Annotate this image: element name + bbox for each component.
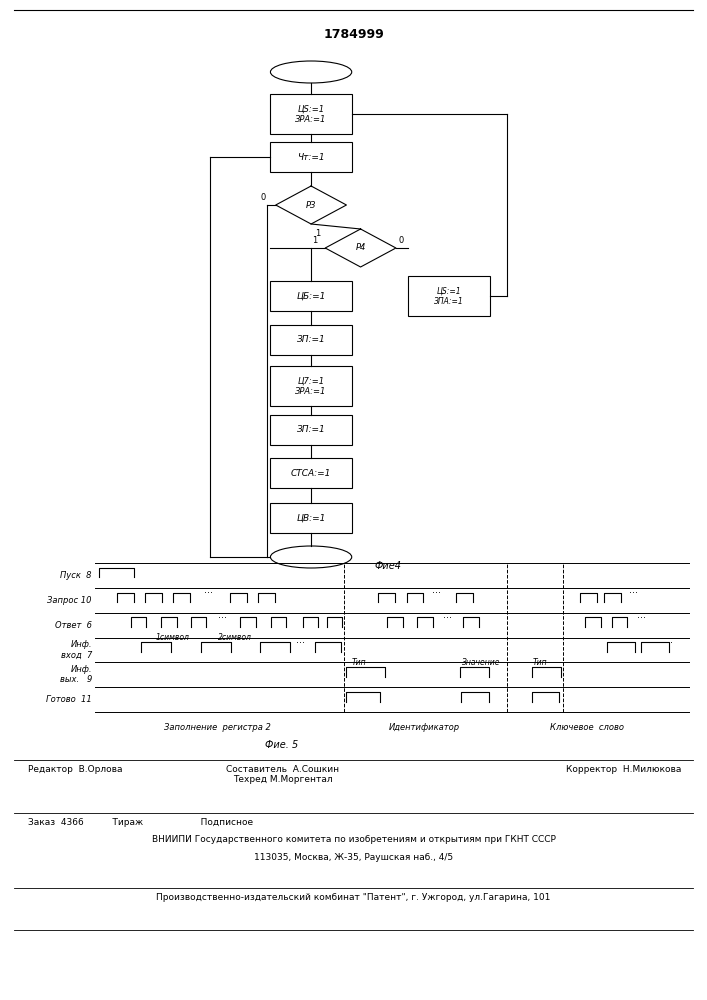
Text: Идентификатор: Идентификатор: [389, 723, 460, 732]
Text: ...: ...: [664, 635, 672, 645]
Text: ...: ...: [218, 610, 227, 620]
Text: 0: 0: [260, 193, 265, 202]
Text: 1784999: 1784999: [323, 28, 384, 41]
Text: Тип: Тип: [533, 658, 548, 667]
Text: Заказ  4366          Тираж                    Подписное: Заказ 4366 Тираж Подписное: [28, 818, 253, 827]
Text: Редактор  В.Орлова: Редактор В.Орлова: [28, 765, 123, 774]
Text: Значение: Значение: [462, 658, 500, 667]
Text: СТСА:=1: СТСА:=1: [291, 468, 332, 478]
FancyBboxPatch shape: [270, 142, 352, 172]
Text: Инф.
вых.   9: Инф. вых. 9: [59, 665, 92, 684]
Text: Пуск  8: Пуск 8: [60, 571, 92, 580]
FancyBboxPatch shape: [270, 503, 352, 533]
FancyBboxPatch shape: [409, 276, 489, 316]
FancyBboxPatch shape: [270, 366, 352, 406]
Text: Заполнение  регистра 2: Заполнение регистра 2: [164, 723, 271, 732]
Text: ...: ...: [443, 610, 452, 620]
Text: ЦS:=1
ЗРА:=1: ЦS:=1 ЗРА:=1: [296, 104, 327, 124]
Text: Чт:=1: Чт:=1: [297, 152, 325, 161]
Text: 113035, Москва, Ж-35, Раушская наб., 4/5: 113035, Москва, Ж-35, Раушская наб., 4/5: [254, 853, 453, 862]
Text: Составитель  А.Сошкин
Техред М.Моргентал: Составитель А.Сошкин Техред М.Моргентал: [226, 765, 339, 784]
Text: Запрос 10: Запрос 10: [47, 596, 92, 605]
Text: 1: 1: [315, 229, 320, 238]
Text: ЗП:=1: ЗП:=1: [297, 336, 325, 344]
Text: Корректор  Н.Милюкова: Корректор Н.Милюкова: [566, 765, 681, 774]
Text: ВНИИПИ Государственного комитета по изобретениям и открытиям при ГКНТ СССР: ВНИИПИ Государственного комитета по изоб…: [151, 835, 556, 844]
Text: ...: ...: [638, 610, 646, 620]
Text: Ц7:=1
ЗРА:=1: Ц7:=1 ЗРА:=1: [296, 376, 327, 396]
Text: Готово  11: Готово 11: [46, 695, 92, 704]
FancyBboxPatch shape: [270, 325, 352, 355]
Text: 0: 0: [398, 236, 403, 245]
Text: ЦБ:=1: ЦБ:=1: [296, 292, 326, 300]
FancyBboxPatch shape: [270, 458, 352, 488]
Ellipse shape: [270, 61, 351, 83]
Text: ЦВ:=1: ЦВ:=1: [296, 514, 326, 522]
FancyBboxPatch shape: [270, 94, 352, 134]
Text: ЗП:=1: ЗП:=1: [297, 426, 325, 434]
Text: Инф.
вход  7: Инф. вход 7: [61, 640, 92, 660]
Text: Ответ  6: Ответ 6: [55, 621, 92, 630]
Text: ...: ...: [433, 585, 441, 595]
Text: Тип: Тип: [351, 658, 366, 667]
FancyBboxPatch shape: [270, 281, 352, 311]
Text: ...: ...: [629, 585, 638, 595]
FancyBboxPatch shape: [270, 415, 352, 445]
Text: Фие. 5: Фие. 5: [265, 740, 298, 750]
Text: ...: ...: [296, 635, 305, 645]
Ellipse shape: [270, 546, 351, 568]
Text: 1символ: 1символ: [156, 633, 189, 642]
Text: ЦS:=1
ЗПА:=1: ЦS:=1 ЗПА:=1: [434, 286, 464, 306]
Text: Ключевое  слово: Ключевое слово: [550, 723, 624, 732]
Text: 1: 1: [312, 236, 317, 245]
Text: Р4: Р4: [356, 243, 366, 252]
Text: 2символ: 2символ: [218, 633, 252, 642]
Text: Производственно-издательский комбинат "Патент", г. Ужгород, ул.Гагарина, 101: Производственно-издательский комбинат "П…: [156, 893, 551, 902]
Text: ...: ...: [204, 585, 213, 595]
Text: РЗ: РЗ: [306, 200, 316, 210]
Text: Фие4: Фие4: [375, 561, 402, 571]
